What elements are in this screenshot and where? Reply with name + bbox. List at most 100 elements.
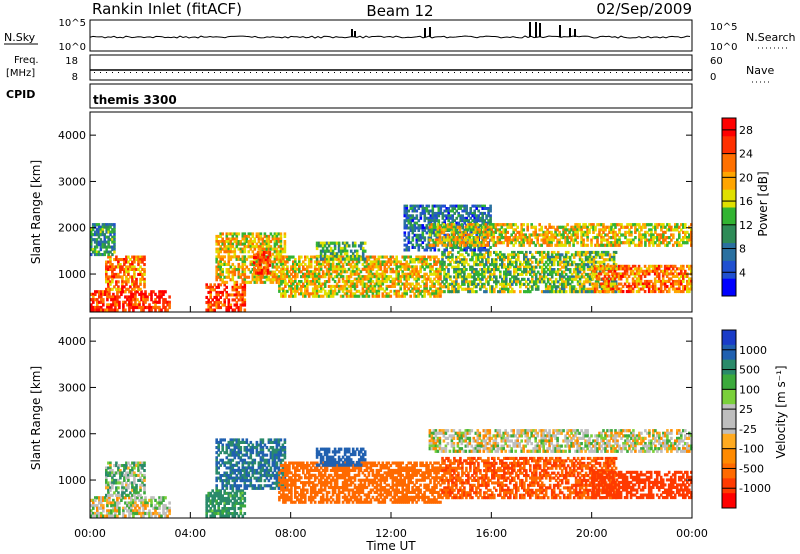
power-echo-cell bbox=[425, 226, 429, 230]
power-echo-cell bbox=[525, 258, 528, 262]
power-echo-cell bbox=[313, 284, 317, 288]
nave-dot bbox=[460, 72, 461, 73]
power-echo-cell bbox=[119, 267, 122, 271]
power-echo-cell bbox=[98, 305, 101, 310]
power-echo-cell bbox=[156, 295, 159, 299]
power-echo-cell bbox=[321, 262, 325, 266]
power-echo-cell bbox=[648, 243, 651, 247]
power-echo-cell bbox=[419, 233, 423, 237]
power-echo-cell bbox=[474, 236, 478, 240]
power-echo-cell bbox=[678, 287, 681, 291]
power-echo-cell bbox=[602, 250, 606, 254]
power-echo-cell bbox=[141, 267, 144, 271]
freq-tick-bottom: 8 bbox=[72, 72, 78, 83]
power-echo-cell bbox=[457, 270, 460, 274]
power-echo-cell bbox=[576, 268, 580, 272]
power-echo-cell bbox=[300, 270, 303, 274]
power-echo-cell bbox=[233, 298, 237, 302]
power-echo-cell bbox=[449, 282, 452, 286]
power-echo-cell bbox=[457, 211, 460, 215]
power-echo-cell bbox=[277, 237, 281, 241]
power-echo-cell bbox=[641, 269, 645, 273]
power-echo-cell bbox=[162, 300, 165, 304]
power-echo-cell bbox=[467, 214, 470, 218]
power-echo-cell bbox=[243, 242, 247, 246]
power-echo-cell bbox=[451, 209, 454, 213]
power-echo-cell bbox=[474, 241, 478, 245]
power-echo-cell bbox=[399, 277, 402, 281]
power-echo-cell bbox=[690, 267, 693, 271]
power-echo-cell bbox=[241, 285, 245, 289]
power-echo-cell bbox=[319, 254, 323, 259]
power-echo-cell bbox=[610, 230, 613, 234]
power-echo-cell bbox=[653, 267, 657, 271]
power-echo-cell bbox=[237, 285, 241, 289]
power-echo-cell bbox=[485, 277, 488, 281]
power-echo-cell bbox=[459, 216, 462, 220]
power-echo-cell bbox=[513, 250, 516, 254]
power-echo-cell bbox=[93, 240, 97, 244]
power-echo-cell bbox=[319, 282, 323, 286]
power-echo-cell bbox=[280, 282, 283, 286]
power-echo-cell bbox=[217, 234, 220, 238]
power-echo-cell bbox=[315, 287, 319, 291]
power-echo-cell bbox=[256, 266, 260, 270]
power-echo-cell bbox=[473, 282, 476, 286]
power-echo-cell bbox=[520, 236, 523, 240]
power-echo-cell bbox=[280, 275, 283, 279]
power-echo-cell bbox=[595, 285, 599, 289]
power-echo-cell bbox=[105, 240, 108, 244]
power-echo-cell bbox=[471, 275, 474, 279]
power-echo-cell bbox=[294, 258, 297, 262]
power-echo-cell bbox=[107, 228, 110, 232]
power-echo-cell bbox=[655, 264, 659, 268]
power-echo-cell bbox=[260, 250, 264, 255]
power-echo-cell bbox=[290, 272, 293, 276]
power-echo-cell bbox=[113, 243, 116, 247]
power-echo-cell bbox=[542, 233, 545, 237]
power-echo-cell bbox=[243, 250, 247, 254]
power-echo-cell bbox=[477, 272, 480, 276]
power-echo-cell bbox=[471, 204, 474, 208]
power-echo-cell bbox=[409, 241, 413, 245]
power-echo-cell bbox=[373, 282, 377, 286]
power-echo-cell bbox=[621, 290, 625, 294]
power-echo-cell bbox=[548, 268, 552, 272]
power-echo-cell bbox=[647, 287, 651, 291]
power-echo-cell bbox=[403, 282, 406, 286]
power-echo-cell bbox=[253, 262, 257, 266]
power-echo-cell bbox=[501, 282, 504, 286]
freq-unit: [MHz] bbox=[6, 68, 35, 79]
power-echo-cell bbox=[525, 263, 528, 267]
power-echo-cell bbox=[343, 241, 347, 245]
power-echo-cell bbox=[595, 267, 599, 271]
nave-dot bbox=[610, 72, 611, 73]
power-echo-cell bbox=[501, 280, 504, 284]
power-echo-cell bbox=[124, 295, 127, 299]
power-echo-cell bbox=[150, 298, 153, 302]
power-echo-cell bbox=[671, 274, 675, 278]
power-echo-cell bbox=[109, 263, 112, 267]
power-echo-cell bbox=[442, 230, 446, 234]
power-echo-cell bbox=[415, 226, 419, 230]
power-echo-cell bbox=[498, 223, 502, 227]
power-echo-cell bbox=[611, 290, 615, 294]
power-echo-cell bbox=[333, 292, 337, 296]
power-echo-cell bbox=[525, 280, 528, 284]
power-echo-cell bbox=[608, 230, 611, 234]
power-echo-cell bbox=[532, 255, 536, 259]
power-echo-cell bbox=[110, 298, 113, 302]
power-echo-cell bbox=[103, 240, 106, 244]
power-echo-cell bbox=[560, 277, 564, 281]
power-echo-cell bbox=[409, 272, 412, 276]
power-echo-cell bbox=[94, 308, 97, 312]
power-echo-cell bbox=[463, 246, 466, 249]
power-echo-cell bbox=[664, 236, 667, 240]
power-echo-cell bbox=[261, 245, 265, 249]
power-echo-cell bbox=[649, 279, 653, 283]
power-echo-cell bbox=[335, 282, 339, 286]
power-echo-cell bbox=[411, 275, 414, 279]
power-echo-cell bbox=[429, 284, 432, 288]
power-echo-cell bbox=[463, 275, 466, 279]
power-echo-cell bbox=[265, 234, 269, 238]
